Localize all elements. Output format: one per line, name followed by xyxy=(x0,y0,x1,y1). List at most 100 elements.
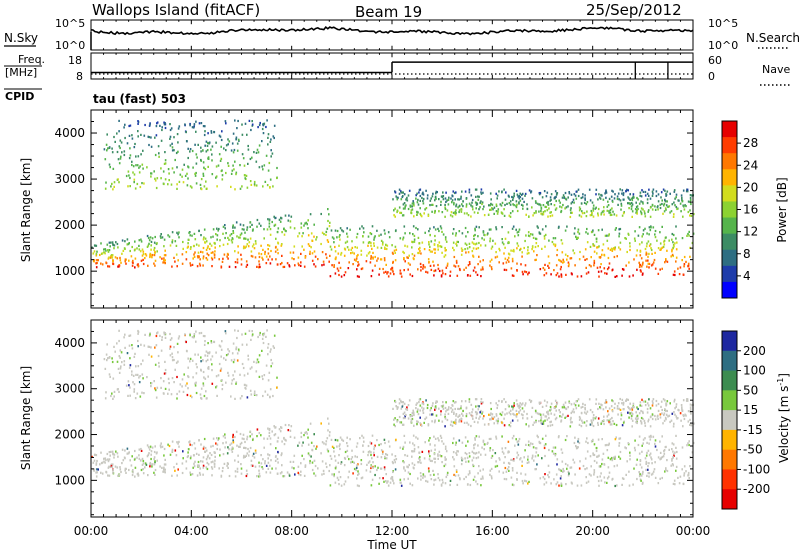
power-echo-mark xyxy=(592,229,594,232)
power-echo-mark xyxy=(500,204,503,207)
velocity-echo-mark xyxy=(613,422,616,425)
velocity-echo-mark xyxy=(156,386,159,389)
power-echo-mark xyxy=(419,194,422,198)
velocity-echo-mark xyxy=(382,450,384,453)
power-echo-mark xyxy=(425,207,428,210)
power-echo-mark xyxy=(356,275,359,278)
velocity-echo-mark xyxy=(458,414,461,417)
power-echo-mark xyxy=(262,248,264,251)
power-echo-mark xyxy=(450,197,452,200)
velocity-echo-mark xyxy=(628,416,630,419)
velocity-echo-mark xyxy=(674,451,676,454)
power-echo-mark xyxy=(218,227,220,231)
power-echo-mark xyxy=(422,197,425,201)
velocity-echo-mark xyxy=(139,375,141,378)
power-echo-mark xyxy=(683,208,686,211)
power-echo-mark xyxy=(570,257,573,260)
power-echo-mark xyxy=(437,267,440,270)
power-echo-mark xyxy=(649,215,652,218)
power-echo-mark xyxy=(629,245,631,248)
power-echo-mark xyxy=(618,235,620,238)
velocity-echo-mark xyxy=(477,404,479,408)
velocity-echo-mark xyxy=(298,441,301,444)
velocity-echo-mark xyxy=(656,415,659,418)
power-echo-mark xyxy=(328,260,330,263)
power-echo-mark xyxy=(234,119,236,122)
power-echo-mark xyxy=(97,259,99,262)
power-echo-mark xyxy=(339,266,342,269)
power-echo-mark xyxy=(464,248,466,251)
velocity-echo-mark xyxy=(270,348,272,351)
velocity-echo-mark xyxy=(660,400,663,403)
power-echo-mark xyxy=(446,262,449,265)
power-echo-mark xyxy=(124,260,126,263)
velocity-echo-mark xyxy=(273,346,275,349)
power-echo-mark xyxy=(163,238,166,241)
velocity-echo-mark xyxy=(112,469,114,472)
power-echo-mark xyxy=(258,144,261,147)
power-echo-mark xyxy=(614,248,616,251)
power-echo-mark xyxy=(477,211,479,214)
power-echo-mark xyxy=(103,148,106,151)
power-echo-mark xyxy=(421,196,423,200)
velocity-echo-mark xyxy=(189,457,192,460)
velocity-echo-mark xyxy=(496,422,499,425)
velocity-echo-mark xyxy=(547,410,549,413)
velocity-echo-mark xyxy=(202,384,205,387)
velocity-echo-mark xyxy=(95,462,98,465)
power-echo-mark xyxy=(538,203,540,206)
power-echo-mark xyxy=(270,138,272,141)
power-echo-mark xyxy=(536,202,539,205)
power-echo-mark xyxy=(493,212,495,215)
power-echo-mark xyxy=(128,174,130,177)
velocity-echo-mark xyxy=(532,446,535,449)
velocity-echo-mark xyxy=(268,431,271,434)
velocity-echo-mark xyxy=(631,408,634,411)
power-echo-mark xyxy=(407,194,410,197)
velocity-echo-mark xyxy=(475,398,478,401)
power-echo-mark xyxy=(214,242,216,245)
freq-trace-group xyxy=(91,61,693,79)
velocity-echo-mark xyxy=(359,437,361,440)
power-echo-mark xyxy=(651,190,654,193)
velocity-echo-mark xyxy=(641,450,643,453)
power-echo-mark xyxy=(578,232,581,235)
velocity-echo-mark xyxy=(247,372,249,375)
velocity-echo-mark xyxy=(218,362,221,366)
power-echo-mark xyxy=(226,242,229,246)
power-echo-mark xyxy=(358,263,360,266)
velocity-echo-mark xyxy=(144,466,146,469)
power-echo-mark xyxy=(184,174,187,177)
power-echo-mark xyxy=(455,211,457,215)
velocity-echo-mark xyxy=(118,339,120,343)
power-echo-mark xyxy=(444,249,447,252)
power-echo-mark xyxy=(652,192,654,195)
power-echo-mark xyxy=(639,254,642,257)
power-echo-mark xyxy=(125,174,128,178)
power-echo-mark xyxy=(385,270,387,273)
power-echo-mark xyxy=(100,262,102,265)
power-echo-mark xyxy=(146,166,148,169)
power-echo-mark xyxy=(366,254,368,257)
power-echo-mark xyxy=(199,183,202,186)
power-echo-mark xyxy=(541,213,544,216)
power-echo-mark xyxy=(408,254,410,257)
velocity-echo-mark xyxy=(587,480,590,483)
power-echo-mark xyxy=(240,232,243,235)
velocity-echo-mark xyxy=(467,460,470,463)
velocity-echo-mark xyxy=(263,446,265,449)
velocity-echo-mark xyxy=(474,452,477,455)
power-echo-mark xyxy=(346,246,349,249)
velocity-echo-mark xyxy=(495,413,498,416)
power-echo-mark xyxy=(538,193,541,196)
velocity-echo-mark xyxy=(346,449,349,452)
velocity-echo-mark xyxy=(400,407,403,410)
power-echo-mark xyxy=(484,234,486,237)
velocity-echo-mark xyxy=(259,475,261,478)
velocity-echo-mark xyxy=(453,458,455,461)
velocity-echo-mark xyxy=(131,344,133,347)
power-echo-mark xyxy=(476,273,479,276)
velocity-echo-mark xyxy=(395,405,397,408)
power-echo-mark xyxy=(598,193,600,196)
power-echo-mark xyxy=(516,193,519,196)
